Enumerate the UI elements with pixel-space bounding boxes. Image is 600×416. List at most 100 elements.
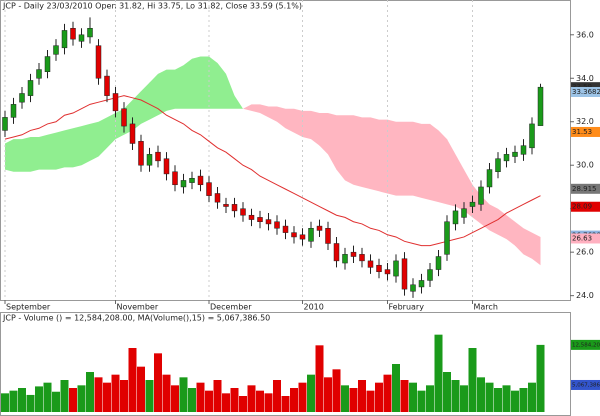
x-tick-label: February: [389, 303, 425, 312]
candle-body: [384, 269, 391, 275]
cloud-segment: [158, 69, 167, 116]
volume-bar: [103, 382, 111, 412]
candle-body: [308, 228, 314, 242]
volume-bar: [222, 393, 230, 412]
volume-bar: [171, 385, 179, 412]
candle-body: [27, 80, 34, 96]
cloud-segment: [243, 104, 252, 111]
volume-bar: [69, 388, 77, 412]
cloud-segment: [498, 208, 507, 240]
y-tick-label: 34.0: [576, 74, 594, 83]
cloud-segment: [183, 58, 192, 109]
price-label-box: [571, 233, 600, 244]
price-label-box: [571, 86, 600, 97]
cloud-segment: [387, 119, 396, 196]
candle-body: [367, 260, 374, 268]
volume-bar: [417, 390, 426, 412]
volume-bar: [443, 372, 451, 412]
volume-bar: [145, 380, 154, 412]
candle-body: [121, 108, 127, 127]
candle-body: [435, 256, 442, 270]
candle-body: [87, 28, 93, 38]
candle-body: [112, 93, 119, 112]
y-tick-label: 36.0: [576, 30, 594, 39]
y-tick-label: 30.0: [576, 161, 594, 170]
volume-bar: [196, 382, 205, 412]
candle-body: [418, 280, 425, 288]
candle-body: [291, 232, 297, 238]
volume-bar: [230, 388, 239, 412]
candle-body: [104, 75, 110, 96]
candle-body: [248, 214, 255, 220]
x-tick-label: 2010: [304, 303, 324, 312]
cloud-segment: [98, 117, 107, 157]
candle-body: [520, 145, 527, 155]
cloud-segment: [455, 154, 464, 211]
cloud-segment: [328, 113, 337, 170]
candle-body: [282, 225, 289, 233]
volume-bar: [383, 374, 392, 412]
candle-body: [223, 204, 229, 207]
candle-body: [163, 158, 170, 175]
cloud-segment: [396, 121, 405, 196]
volume-bar: [256, 390, 264, 412]
cloud-segment: [81, 123, 90, 166]
cloud-segment: [438, 130, 447, 205]
cloud-segment: [260, 104, 269, 118]
volume-bar: [43, 382, 52, 412]
cloud-segment: [47, 132, 56, 170]
price-label-box: [571, 183, 600, 194]
candle-body: [146, 154, 153, 166]
candle-body: [342, 254, 348, 264]
candle-body: [503, 154, 510, 162]
price-label: 26.63: [572, 234, 592, 242]
candle-body: [537, 86, 544, 126]
cloud-segment: [523, 228, 532, 259]
volume-bar: [332, 369, 341, 412]
volume-bar: [1, 393, 9, 412]
volume-label: 12,584,208: [572, 342, 600, 348]
volume-bar: [188, 388, 196, 412]
x-tick-label: November: [117, 303, 159, 312]
candle-body: [240, 208, 246, 216]
price-label-box: [571, 201, 600, 212]
cloud-segment: [430, 123, 439, 203]
cloud-segment: [132, 91, 141, 131]
cloud-segment: [209, 56, 218, 109]
price-frame: [0, 0, 571, 301]
cloud-segment: [107, 113, 116, 148]
candle-body: [265, 219, 272, 225]
volume-bar: [52, 391, 60, 412]
volume-bar: [375, 382, 383, 412]
volume-bar: [111, 374, 120, 412]
volume-bar: [247, 385, 256, 412]
moving-average: [4, 95, 541, 247]
volume-bar: [60, 380, 69, 412]
volume-bar: [77, 385, 86, 412]
candle-body: [155, 151, 161, 162]
candle-body: [2, 117, 8, 131]
candle-body: [444, 221, 450, 255]
y-tick-label: 24.0: [576, 291, 594, 300]
volume-bar: [86, 372, 94, 412]
volume-bar: [128, 348, 137, 412]
cloud-segment: [234, 95, 243, 109]
volume-title: JCP - Volume () = 12,584,208.00, MA(Volu…: [2, 314, 270, 323]
candle-body: [274, 221, 280, 229]
candle-body: [359, 254, 365, 262]
candle-body: [129, 123, 136, 144]
candle-body: [427, 269, 433, 281]
cloud-segment: [22, 136, 31, 172]
cloud-segment: [277, 106, 286, 129]
cloud-segment: [285, 108, 294, 133]
volume-bar: [324, 377, 332, 412]
volume-bar: [205, 390, 213, 412]
candle-body: [461, 208, 467, 218]
cloud-segment: [379, 119, 388, 194]
cloud-segment: [421, 123, 430, 200]
cloud-segment: [404, 121, 413, 196]
volume-bar: [281, 396, 290, 412]
candle-body: [61, 30, 68, 49]
